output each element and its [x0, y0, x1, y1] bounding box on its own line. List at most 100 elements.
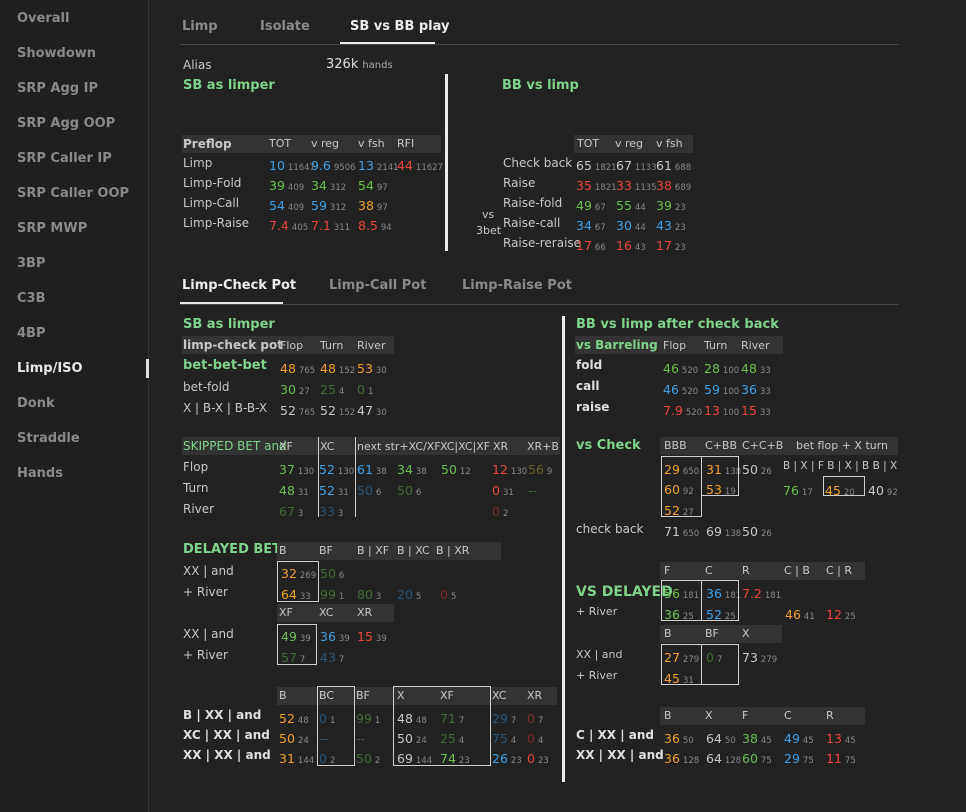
stat-cell: 36 25 — [664, 604, 694, 623]
tab-limp-call-pot[interactable]: Limp-Call Pot — [329, 278, 427, 293]
stat-cell: 46 520 — [663, 379, 698, 398]
sample-size: 128 — [724, 756, 742, 766]
sample-size: 4 — [510, 736, 517, 746]
tab-limp-raise-pot[interactable]: Limp-Raise Pot — [462, 278, 572, 293]
sample-size: 92 — [886, 488, 898, 498]
sb-limper-title: SB as limper — [183, 78, 275, 93]
sidebar-item-4bp[interactable]: 4BP — [17, 326, 46, 341]
sidebar-item-srp-agg-oop[interactable]: SRP Agg OOP — [17, 116, 116, 131]
bb-after-check-back-title: BB vs limp after check back — [576, 317, 779, 332]
sample-size: 33 — [759, 366, 771, 376]
tab-limp-check-pot[interactable]: Limp-Check Pot — [182, 278, 297, 293]
header-tot: TOT — [577, 137, 600, 150]
stat-value: 29 — [784, 751, 800, 766]
stat-cell: 99 1 — [356, 708, 380, 727]
r1-row-label: call — [576, 379, 600, 393]
sample-size: 45 — [802, 736, 814, 746]
stat-cell: 47 30 — [357, 400, 387, 419]
sidebar-item-srp-caller-ip[interactable]: SRP Caller IP — [17, 151, 112, 166]
column-separator — [701, 644, 702, 685]
stat-value: 46 — [785, 607, 801, 622]
header-vreg: v reg — [311, 137, 340, 150]
stat-value: 33 — [616, 178, 632, 193]
sample-size: 2 — [502, 509, 509, 519]
stat-cell: 0 23 — [527, 748, 549, 767]
sample-size: 48 — [297, 716, 309, 726]
highlight-box — [393, 686, 491, 766]
highlight-box — [277, 624, 317, 665]
sidebar-item-srp-agg-ip[interactable]: SRP Agg IP — [17, 81, 98, 96]
stat-cell: -- — [356, 728, 368, 747]
sample-size: 24 — [415, 736, 427, 746]
stat-cell: 48 33 — [741, 358, 771, 377]
stat-cell: 9.6 9506 — [311, 155, 356, 174]
sidebar-item-c3b[interactable]: C3B — [17, 291, 46, 306]
sidebar-item-srp-caller-oop[interactable]: SRP Caller OOP — [17, 186, 130, 201]
sample-size: 39 — [299, 634, 311, 644]
stat-value: 30 — [616, 218, 632, 233]
sidebar-item-showdown[interactable]: Showdown — [17, 46, 97, 61]
tab-sb-vs-bb-play[interactable]: SB vs BB play — [350, 19, 450, 34]
sidebar-item-donk[interactable]: Donk — [17, 396, 55, 411]
stat-cell: 31 144 — [279, 748, 314, 767]
sec2-row-label: Flop — [183, 460, 209, 474]
r3-header-bar-2 — [660, 625, 782, 643]
sidebar-item-srp-mwp[interactable]: SRP MWP — [17, 221, 88, 236]
sidebar-item-overall[interactable]: Overall — [17, 11, 70, 26]
stat-cell: 50 26 — [742, 521, 772, 540]
sample-size: 688 — [674, 163, 692, 173]
stat-value: 71 — [440, 711, 456, 726]
stat-value: -- — [528, 483, 538, 498]
stat-cell: 64 128 — [706, 748, 741, 767]
sample-size: 30 — [375, 408, 387, 418]
stat-value: 36 — [664, 607, 680, 622]
stat-cell: 50 6 — [397, 480, 421, 499]
sample-size: 44 — [634, 203, 646, 213]
sample-size: 23 — [537, 756, 549, 766]
stat-value: 0 — [357, 382, 365, 397]
sample-size: 181 — [764, 591, 782, 601]
sidebar-item-limp-iso[interactable]: Limp/ISO — [17, 361, 83, 376]
stat-value: 8.5 — [358, 218, 378, 233]
active-indicator — [146, 359, 149, 378]
vs3bet-label-1: vs — [482, 208, 495, 221]
stat-value: 61 — [357, 462, 373, 477]
stat-cell: 52 765 — [280, 400, 315, 419]
r4-col: X — [705, 709, 713, 722]
sec2-col-xcxcxf: XC|XC|XF — [440, 440, 491, 453]
tab-limp[interactable]: Limp — [182, 19, 218, 34]
stat-value: 31 — [279, 751, 295, 766]
stat-value: 12 — [492, 462, 508, 477]
sample-size: 33 — [759, 408, 771, 418]
stat-value: 56 — [528, 462, 544, 477]
header-vreg: v reg — [615, 137, 644, 150]
sidebar-item-3bp[interactable]: 3BP — [17, 256, 46, 271]
stat-cell: 33 3 — [319, 501, 343, 520]
stat-cell: 30 27 — [280, 379, 310, 398]
sample-size: 48 — [415, 716, 427, 726]
stat-cell: 39 23 — [656, 195, 686, 214]
stat-cell: 69 138 — [706, 521, 741, 540]
stat-value: 48 — [279, 483, 295, 498]
sec1-header-bar — [182, 336, 394, 354]
stat-value: 64 — [281, 587, 297, 602]
stat-value: 30 — [280, 382, 296, 397]
stat-value: 49 — [784, 731, 800, 746]
stat-value: 48 — [320, 361, 336, 376]
tab-isolate[interactable]: Isolate — [260, 19, 310, 34]
hands-count: 326k hands — [326, 57, 393, 72]
sample-size: 7 — [537, 716, 544, 726]
sample-size: 312 — [329, 203, 347, 213]
stat-value: 71 — [664, 524, 680, 539]
sec3-col: BF — [319, 544, 333, 557]
stat-value: 12 — [826, 607, 842, 622]
stat-cell: 37 130 — [279, 459, 314, 478]
sidebar-item-hands[interactable]: Hands — [17, 466, 63, 481]
sample-size: 279 — [760, 655, 778, 665]
stat-cell: 52 25 — [706, 604, 736, 623]
sidebar-item-straddle[interactable]: Straddle — [17, 431, 80, 446]
stat-value: 50 — [320, 566, 336, 581]
